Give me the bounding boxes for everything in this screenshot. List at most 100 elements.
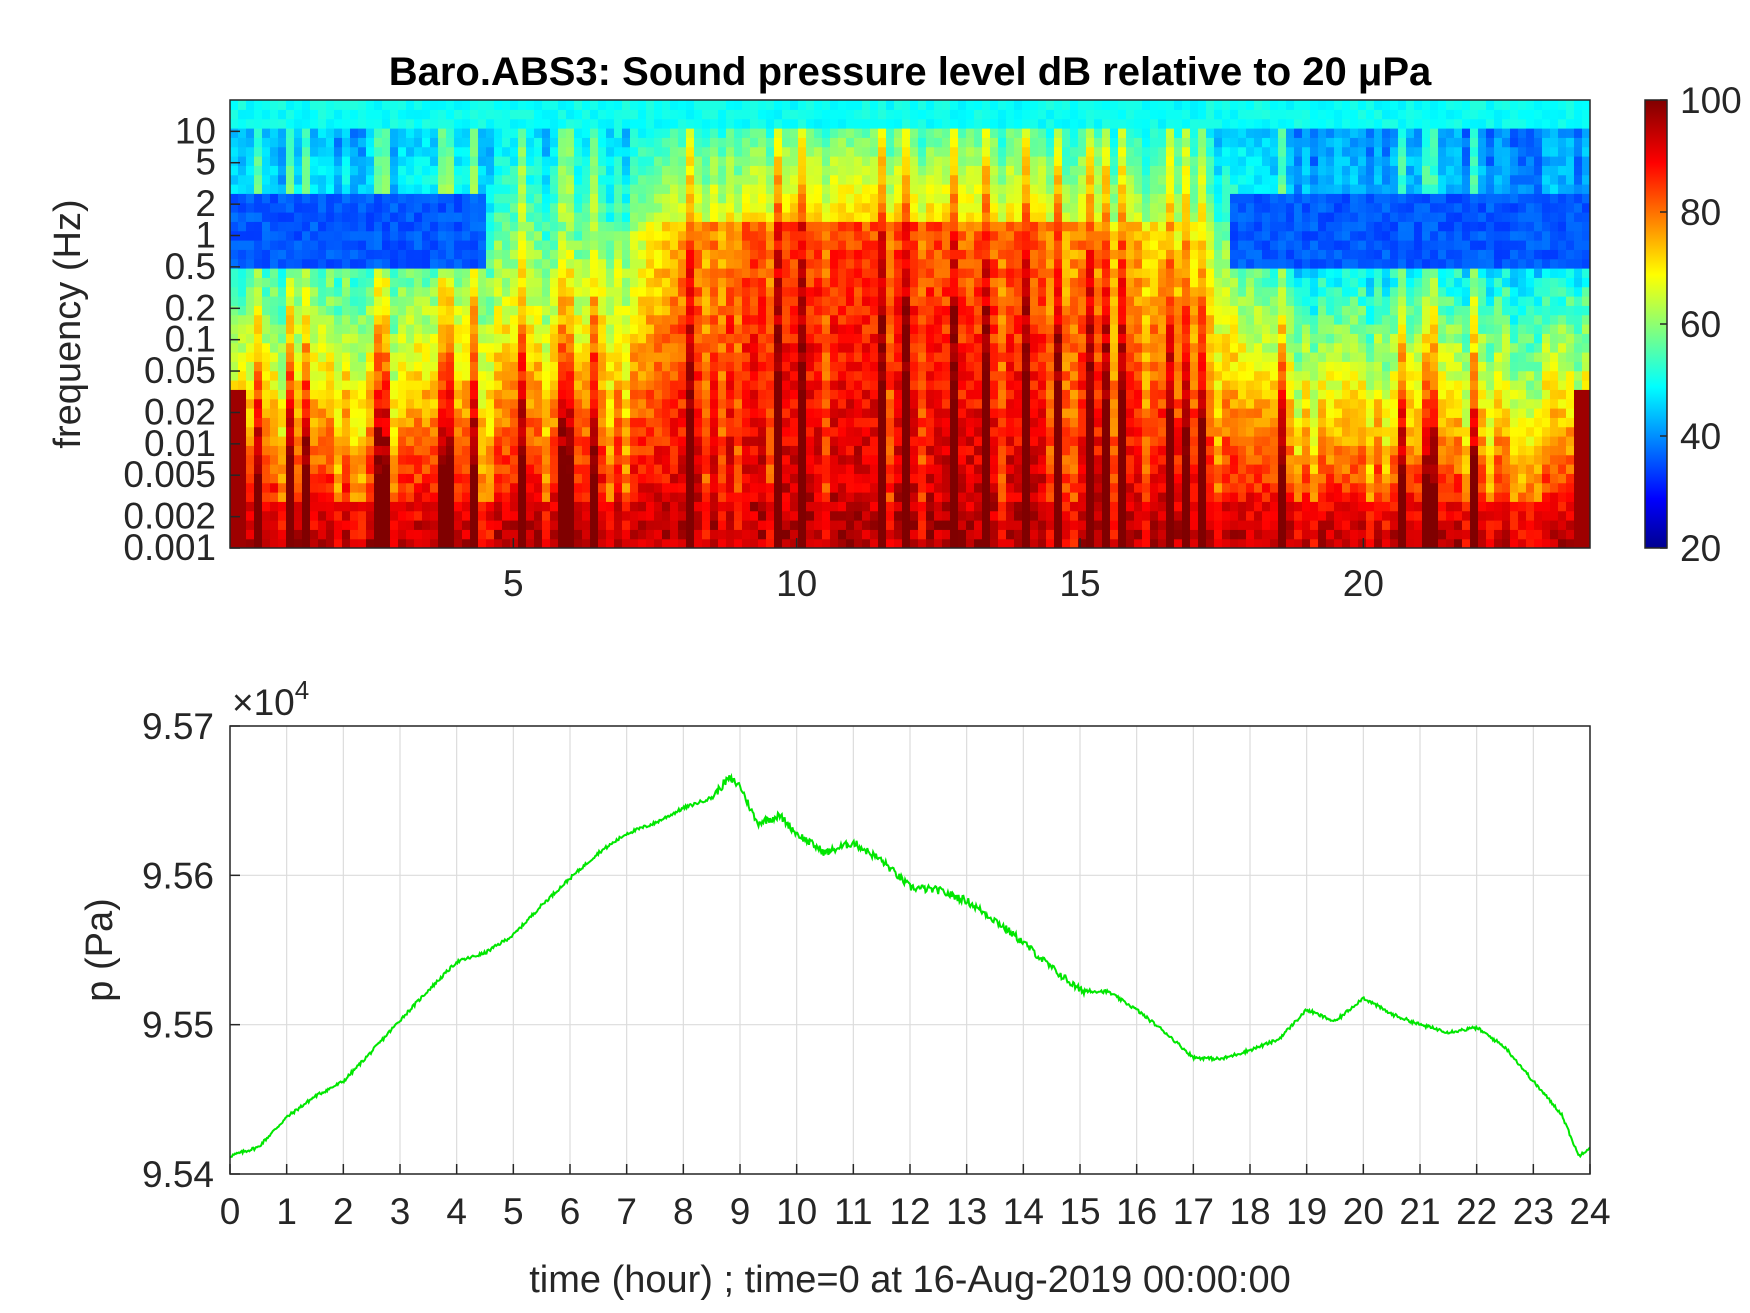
spectrogram-cell <box>782 426 791 437</box>
spectrogram-cell <box>598 473 607 484</box>
spectrogram-cell <box>1030 333 1039 344</box>
spectrogram-cell <box>518 118 527 129</box>
spectrogram-cell <box>726 361 735 372</box>
spectrogram-cell <box>934 118 943 129</box>
spectrogram-cell <box>350 212 359 222</box>
spectrogram-cell <box>958 361 967 372</box>
spectrogram-cell <box>750 445 759 456</box>
spectrogram-cell <box>558 389 567 400</box>
spectrogram-cell <box>246 165 255 176</box>
spectrogram-cell <box>686 221 695 232</box>
spectrogram-cell <box>1030 156 1039 166</box>
spectrogram-cell <box>1006 221 1015 232</box>
spectrogram-cell <box>926 529 935 540</box>
spectrogram-cell <box>630 118 639 129</box>
spectrogram-cell <box>1030 529 1039 540</box>
spectrogram-cell <box>798 501 807 512</box>
spectrogram-cell <box>566 240 575 250</box>
spectrogram-cell <box>334 538 343 548</box>
spectrogram-cell <box>774 212 783 222</box>
spectrogram-cell <box>558 174 567 185</box>
spectrogram-cell <box>358 268 367 278</box>
spectrogram-cell <box>926 370 935 381</box>
spectrogram-cell <box>550 184 559 194</box>
spectrogram-cell <box>622 426 631 437</box>
spectrogram-cell <box>998 501 1007 512</box>
spectrogram-cell <box>318 156 327 166</box>
spectrogram-cell <box>966 520 975 530</box>
spectrogram-cell <box>654 538 663 548</box>
spectrogram-image <box>230 100 1590 548</box>
spectrogram-cell <box>1038 436 1047 446</box>
spectrogram-cell <box>254 482 263 493</box>
spectrogram-cell <box>974 258 983 269</box>
spectrogram-cell <box>910 268 919 278</box>
spectrogram-cell <box>694 137 703 148</box>
spectrogram-cell <box>774 538 783 548</box>
spectrogram-cell <box>614 286 623 297</box>
spectrogram-cell <box>1030 193 1039 204</box>
spectrogram-cell <box>254 212 263 222</box>
spectrogram-cell <box>302 286 311 297</box>
spectrogram-cell <box>582 342 591 353</box>
spectrogram-cell <box>974 202 983 213</box>
spectrogram-cell <box>862 268 871 278</box>
spectrogram-cell <box>742 314 751 325</box>
spectrogram-cell <box>558 305 567 316</box>
spectrogram-cell <box>838 118 847 129</box>
spectrogram-cell <box>670 202 679 213</box>
spectrogram-cell <box>342 408 351 418</box>
spectrogram-cell <box>566 212 575 222</box>
spectrogram-cell <box>270 370 279 381</box>
spectrogram-cell <box>862 464 871 474</box>
spectrogram-cell <box>1046 286 1055 297</box>
spectrogram-cell <box>662 510 671 521</box>
spectrogram-cell <box>966 482 975 493</box>
spectrogram-cell <box>638 268 647 278</box>
spectrogram-cell <box>230 482 239 493</box>
spectrogram-cell <box>374 249 383 260</box>
spectrogram-cell <box>814 380 823 390</box>
spectrogram-cell <box>430 268 439 278</box>
spectrogram-cell <box>478 398 487 409</box>
spectrogram-cell <box>446 156 455 166</box>
spectrogram-cell <box>534 380 543 390</box>
spectrogram-cell <box>518 370 527 381</box>
spectrogram-cell <box>870 221 879 232</box>
spectrogram-cell <box>574 249 583 260</box>
spectrogram-cell <box>446 510 455 521</box>
spectrogram-cell <box>478 221 487 232</box>
spectrogram-cell <box>950 361 959 372</box>
spectrogram-cell <box>798 137 807 148</box>
spectrogram-cell <box>942 473 951 484</box>
spectrogram-cell <box>374 118 383 129</box>
spectrogram-cell <box>246 398 255 409</box>
spectrogram-cell <box>894 342 903 353</box>
spectrogram-cell <box>1030 445 1039 456</box>
spectrogram-cell <box>294 305 303 316</box>
spectrogram-cell <box>798 221 807 232</box>
spectrogram-cell <box>1022 324 1031 334</box>
spectrogram-cell <box>526 258 535 269</box>
spectrogram-cell <box>934 408 943 418</box>
spectrogram-cell <box>334 174 343 185</box>
spectrogram-cell <box>358 389 367 400</box>
spectrogram-cell <box>982 100 991 110</box>
spectrogram-cell <box>582 249 591 260</box>
spectrogram-cell <box>462 436 471 446</box>
spectrogram-cell <box>334 100 343 110</box>
spectrogram-cell <box>966 501 975 512</box>
spectrogram-cell <box>326 128 335 138</box>
spectrogram-cell <box>678 118 687 129</box>
spectrogram-cell <box>1022 361 1031 372</box>
spectrogram-cell <box>998 333 1007 344</box>
spectrogram-cell <box>446 538 455 548</box>
spectrogram-cell <box>846 333 855 344</box>
spectrogram-cell <box>734 212 743 222</box>
spectrogram-cell <box>670 230 679 241</box>
spectrogram-cell <box>422 193 431 204</box>
spectrogram-cell <box>510 398 519 409</box>
spectrogram-cell <box>694 408 703 418</box>
spectrogram-cell <box>1006 296 1015 306</box>
